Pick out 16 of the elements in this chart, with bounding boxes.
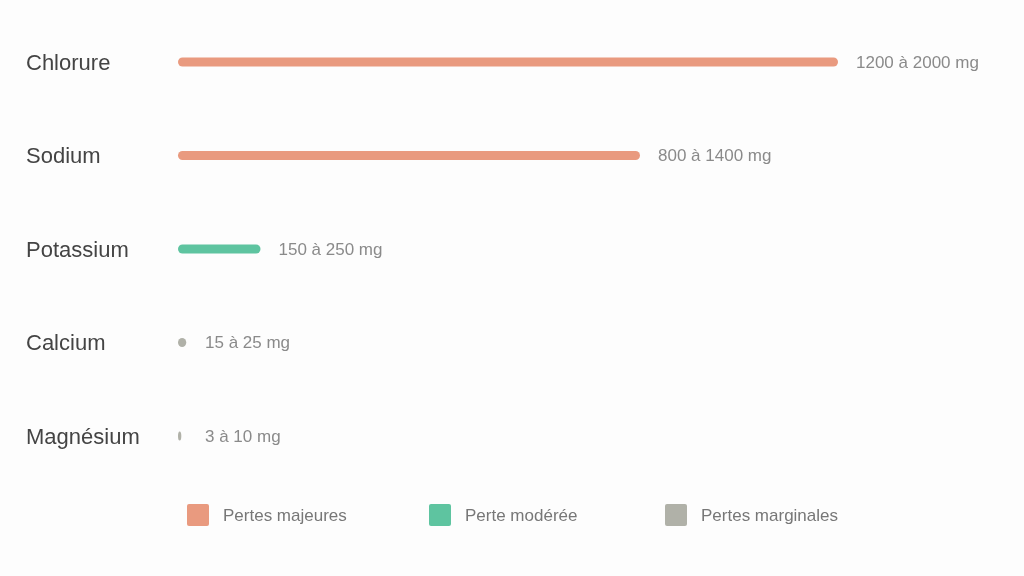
- y-tick-label: Potassium: [26, 236, 129, 262]
- data-label: 800 à 1400 mg: [658, 146, 772, 166]
- bar: [178, 244, 261, 254]
- y-tick-label: Magnésium: [26, 423, 140, 449]
- bar: [178, 151, 640, 160]
- bar: [178, 57, 838, 67]
- data-label: 1200 à 2000 mg: [856, 52, 979, 72]
- y-tick-label: Chlorure: [26, 49, 111, 75]
- data-label: 15 à 25 mg: [205, 333, 291, 353]
- data-label: 3 à 10 mg: [205, 426, 281, 446]
- y-tick-label: Sodium: [26, 143, 101, 169]
- legend-label: Pertes marginales: [701, 505, 839, 525]
- y-tick-label: Calcium: [26, 330, 106, 356]
- data-label: 150 à 250 mg: [278, 239, 383, 259]
- legend-label: Pertes majeures: [223, 505, 347, 525]
- legend-label: Perte modérée: [465, 505, 578, 525]
